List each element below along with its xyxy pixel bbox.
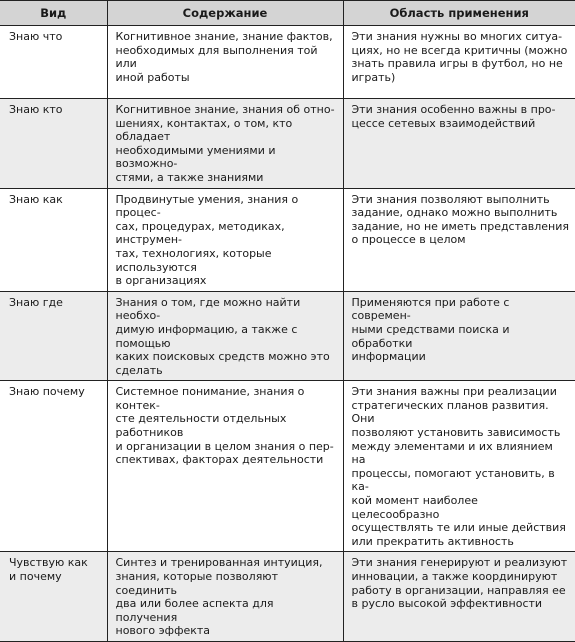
cell-kind: Знаю где	[0, 290, 107, 381]
kind-text: Знаю почему	[9, 385, 85, 399]
cell-application: Эти знания важны при реализации стратеги…	[342, 380, 575, 552]
application-text: Эти знания генерируют и реализуют иннова…	[351, 556, 568, 611]
table-row: Знаю что Когнитивное знание, знание факт…	[0, 25, 575, 99]
application-text: Применяются при работе с современ- ными …	[351, 295, 510, 364]
table-body: Знаю что Когнитивное знание, знание факт…	[0, 25, 575, 642]
table-row: Знаю как Продвинутые умения, знания о пр…	[0, 187, 575, 292]
application-text: Эти знания особенно важны в про- цессе с…	[351, 103, 556, 130]
cell-content: Синтез и тренированная интуиция, знания,…	[106, 551, 343, 642]
content-text: Когнитивное знание, знание фактов, необх…	[115, 30, 333, 84]
application-text: Эти знания важны при реализации стратеги…	[351, 385, 566, 548]
header-application: Область применения	[342, 0, 575, 26]
cell-kind: Знаю как	[0, 187, 107, 292]
content-text: Системное понимание, знания о контек- ст…	[115, 385, 334, 467]
table-row: Чувствую как и почему Синтез и тренирова…	[0, 551, 575, 642]
cell-application: Эти знания позволяют выполнить задание, …	[342, 187, 575, 292]
content-text: Синтез и тренированная интуиция, знания,…	[115, 556, 323, 638]
cell-application: Эти знания генерируют и реализуют иннова…	[342, 551, 575, 642]
kind-text: Чувствую как и почему	[9, 556, 88, 583]
header-kind: Вид	[0, 0, 107, 26]
cell-content: Когнитивное знание, знания об отно- шени…	[106, 98, 343, 189]
cell-kind: Знаю почему	[0, 380, 107, 552]
kind-text: Знаю кто	[9, 103, 63, 116]
kind-text: Знаю что	[9, 30, 63, 43]
cell-kind: Знаю что	[0, 25, 107, 99]
header-row: Вид Содержание Область применения	[0, 0, 575, 26]
cell-content: Когнитивное знание, знание фактов, необх…	[106, 25, 343, 99]
kind-text: Знаю где	[9, 295, 63, 309]
cell-kind: Чувствую как и почему	[0, 551, 107, 642]
table-row: Знаю где Знания о том, где можно найти н…	[0, 290, 575, 381]
content-text: Продвинутые умения, знания о процес- сах…	[115, 192, 299, 288]
cell-content: Системное понимание, знания о контек- ст…	[106, 380, 343, 552]
table-header: Вид Содержание Область применения	[0, 0, 575, 26]
table-row: Знаю почему Системное понимание, знания …	[0, 380, 575, 552]
cell-content: Продвинутые умения, знания о процес- сах…	[106, 187, 343, 292]
application-text: Эти знания позволяют выполнить задание, …	[351, 192, 570, 247]
cell-content: Знания о том, где можно найти необхо- ди…	[106, 290, 343, 381]
kind-text: Знаю как	[9, 192, 63, 206]
cell-application: Применяются при работе с современ- ными …	[342, 290, 575, 381]
table-row: Знаю кто Когнитивное знание, знания об о…	[0, 98, 575, 189]
application-text: Эти знания нужны во многих ситуа- циях, …	[351, 30, 568, 84]
content-text: Знания о том, где можно найти необхо- ди…	[115, 295, 330, 377]
content-text: Когнитивное знание, знания об отно- шени…	[115, 103, 335, 184]
cell-application: Эти знания нужны во многих ситуа- циях, …	[342, 25, 575, 99]
cell-kind: Знаю кто	[0, 98, 107, 189]
header-content: Содержание	[106, 0, 343, 26]
cell-application: Эти знания особенно важны в про- цессе с…	[342, 98, 575, 189]
